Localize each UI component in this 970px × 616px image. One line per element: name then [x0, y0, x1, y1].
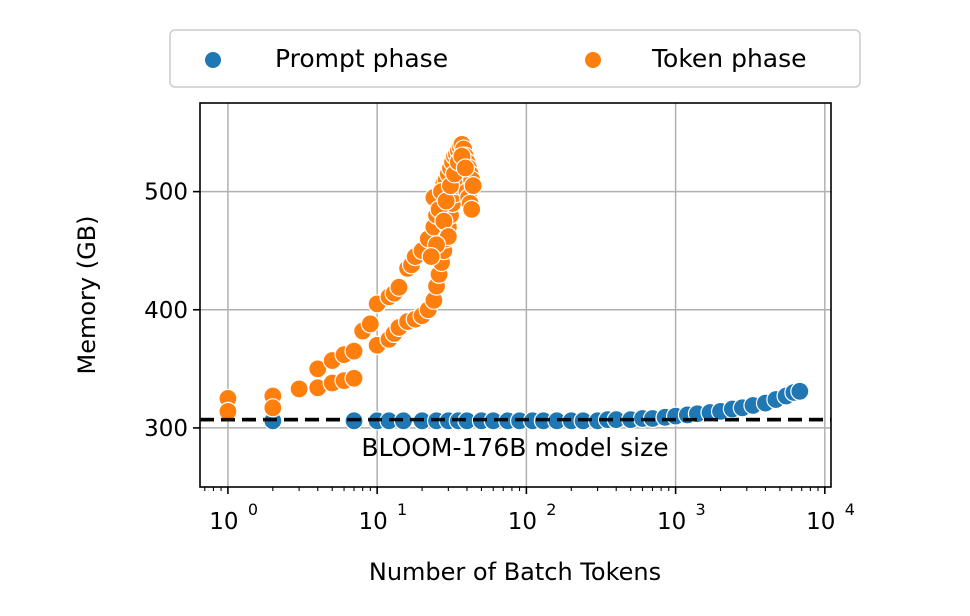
legend-prompt-phase-marker — [204, 51, 222, 69]
token-phase-point — [263, 398, 283, 418]
series-token-phase — [218, 134, 483, 421]
token-phase-point — [462, 199, 482, 219]
token-phase-point — [463, 176, 483, 196]
token-phase-point — [218, 401, 238, 421]
y-axis-label: Memory (GB) — [73, 215, 101, 374]
legend: Prompt phase Token phase — [169, 29, 861, 88]
legend-box — [169, 29, 861, 88]
y-tick-label: 300 — [144, 416, 188, 442]
x-tick-label-exponent: 0 — [248, 500, 258, 519]
legend-prompt-phase-label: Prompt phase — [275, 44, 448, 73]
data-points — [200, 134, 831, 431]
x-axis-label: Number of Batch Tokens — [369, 558, 661, 586]
axes: 300 400 500 10 0 10 1 10 2 10 3 10 4 — [144, 102, 855, 535]
x-tick-label-exponent: 1 — [397, 500, 407, 519]
legend-token-phase-marker — [584, 51, 602, 69]
plot-frame — [199, 102, 832, 488]
prompt-phase-point — [790, 381, 810, 401]
x-tick-label: 10 — [508, 509, 537, 535]
token-phase-point — [360, 314, 380, 334]
x-tick-label: 10 — [657, 509, 686, 535]
x-tick-label: 10 — [359, 509, 388, 535]
legend-token-phase-label: Token phase — [651, 44, 807, 73]
x-tick-label-exponent: 2 — [546, 500, 556, 519]
x-tick-label: 10 — [806, 509, 835, 535]
token-phase-point — [344, 368, 364, 388]
y-tick-label: 500 — [144, 180, 188, 206]
reference-line-label: BLOOM-176B model size — [361, 433, 668, 462]
token-phase-point — [344, 341, 364, 361]
x-tick-label: 10 — [209, 509, 238, 535]
token-phase-point — [308, 359, 328, 379]
token-phase-point — [455, 158, 475, 178]
token-phase-point — [421, 247, 441, 267]
x-tick-label-exponent: 4 — [845, 500, 855, 519]
y-tick-label: 400 — [144, 298, 188, 324]
token-phase-point — [289, 379, 309, 399]
token-phase-point — [389, 277, 409, 297]
x-tick-label-exponent: 3 — [696, 500, 706, 519]
